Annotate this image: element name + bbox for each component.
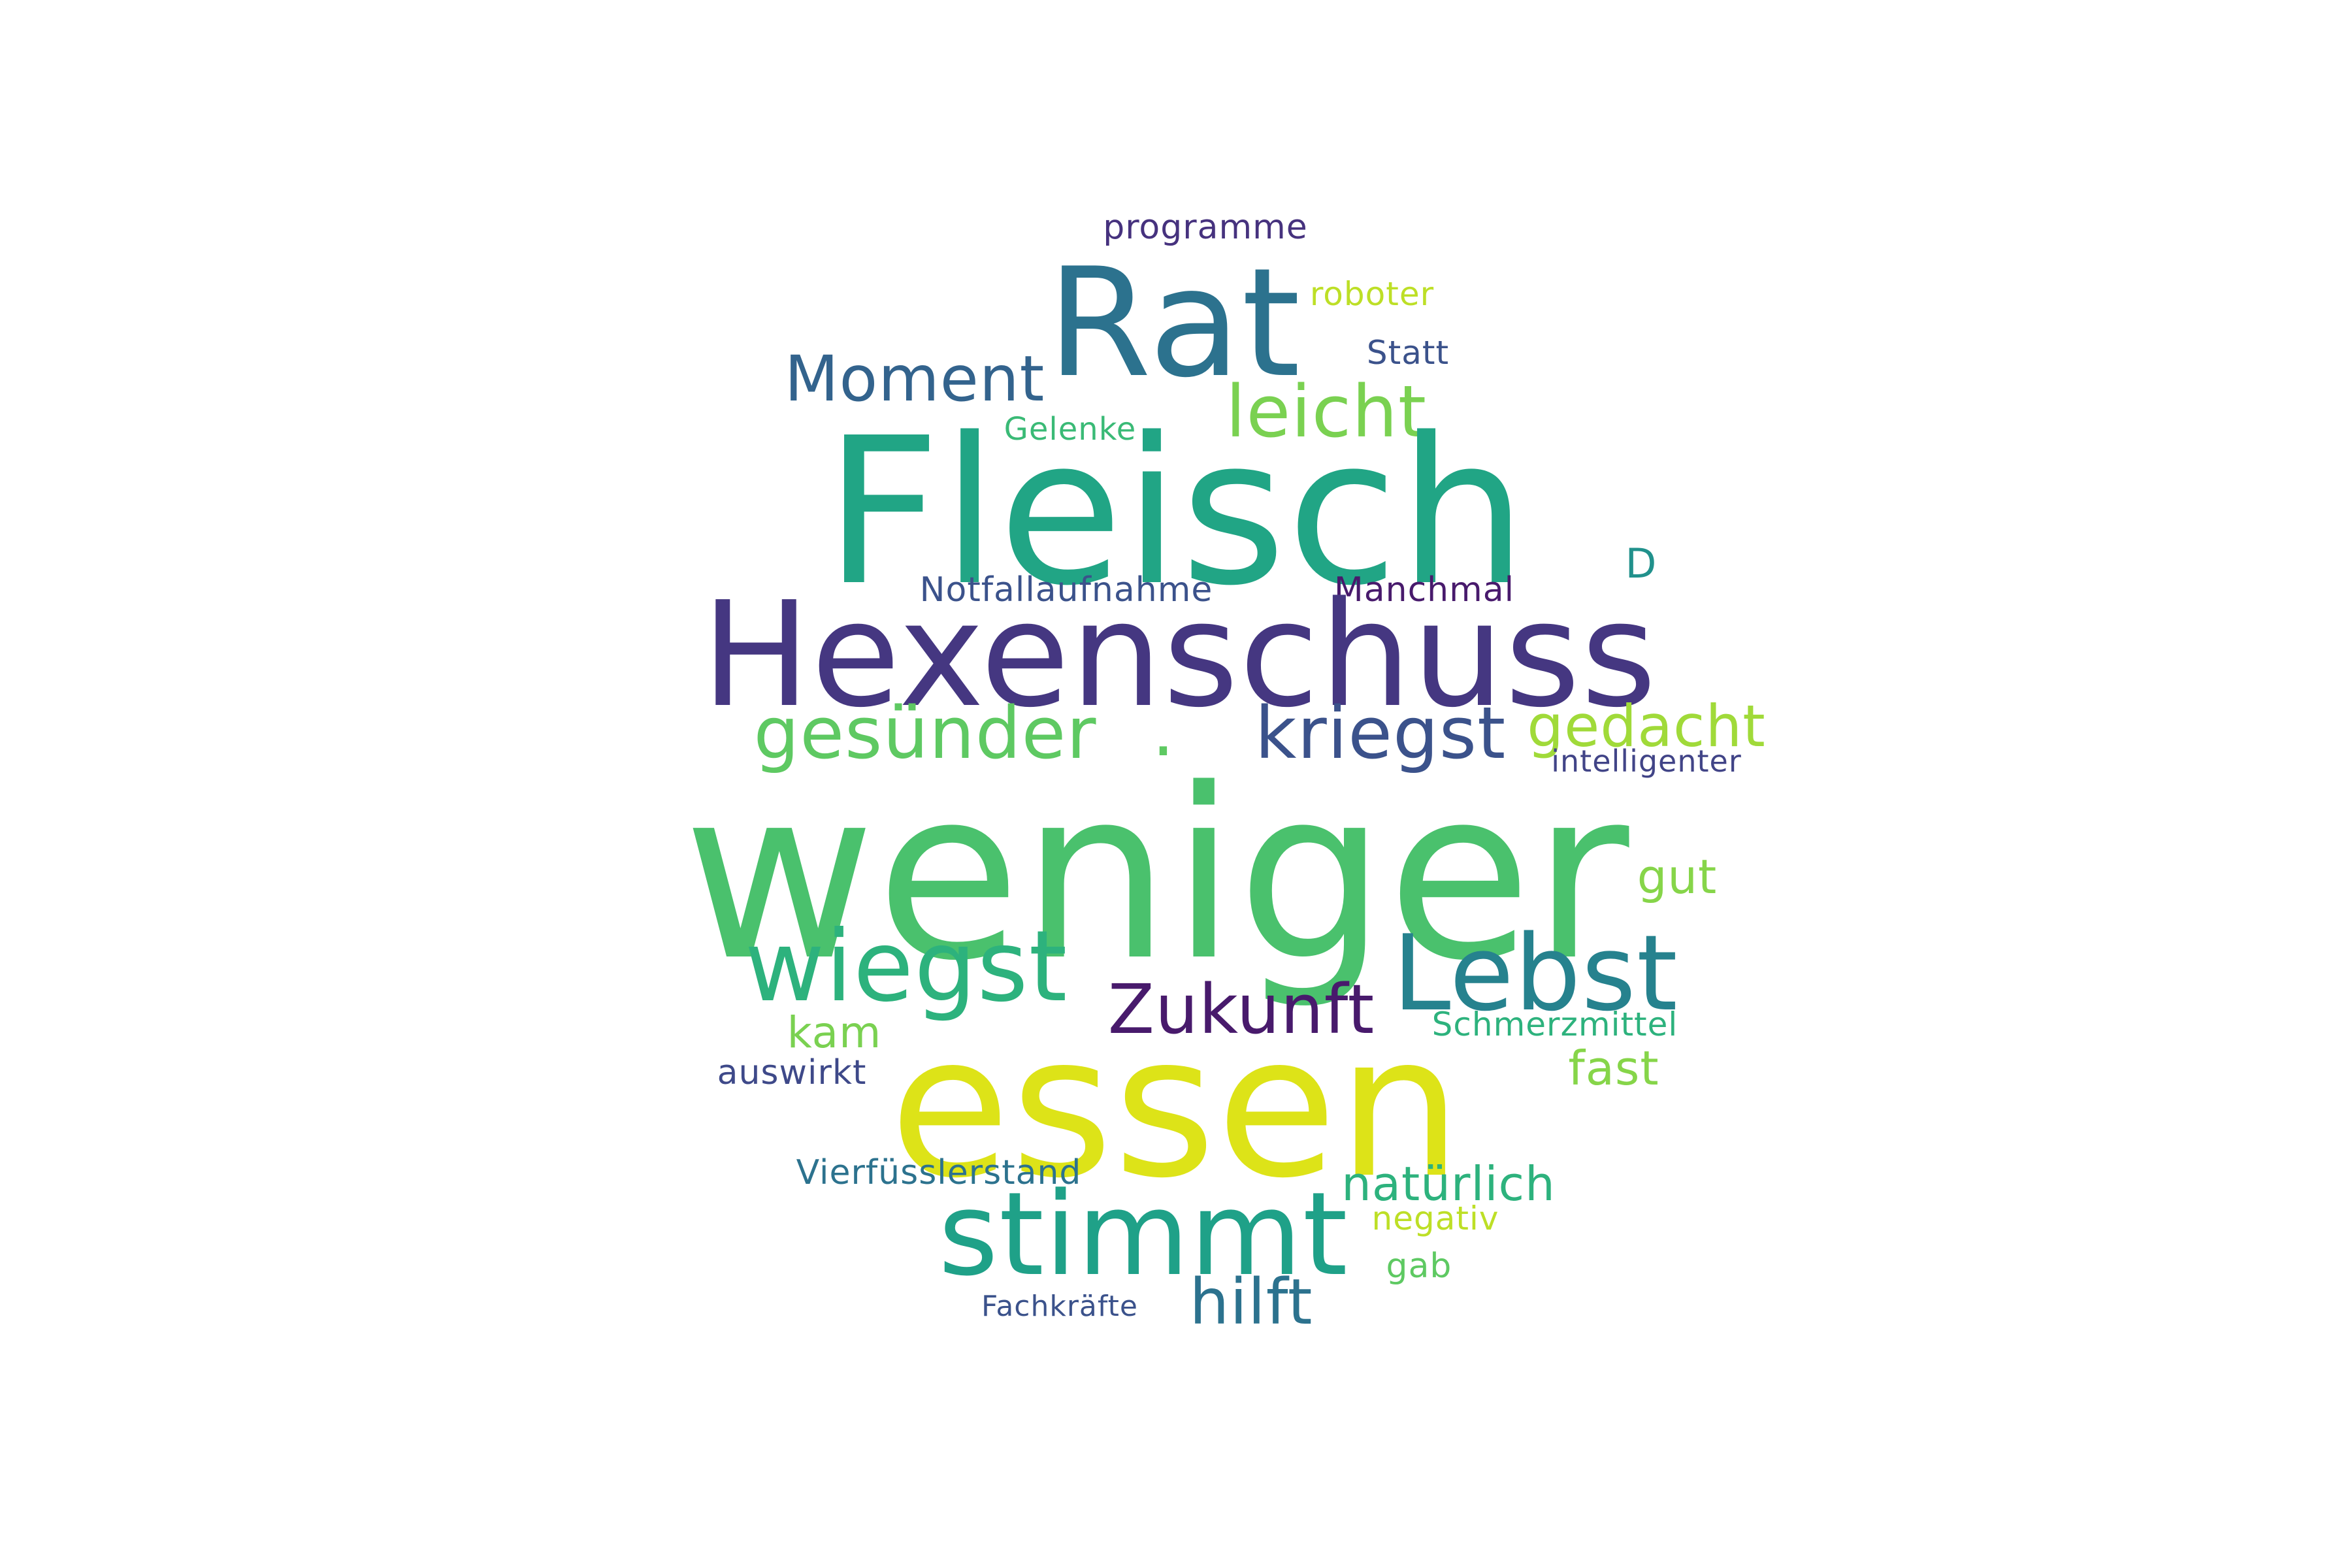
word-roboter: roboter xyxy=(1309,275,1435,313)
word-zukunft: Zukunft xyxy=(1107,970,1375,1049)
word-hilft: hilft xyxy=(1189,1266,1313,1339)
word-fachkraefte: Fachkräfte xyxy=(981,1290,1138,1323)
word-vierfuesslerstand: Vierfüsslerstand xyxy=(796,1153,1082,1192)
word-kriegst: kriegst xyxy=(1254,691,1507,775)
word-statt: Statt xyxy=(1366,334,1450,372)
word-notfallaufnahme: Notfallaufnahme xyxy=(919,570,1213,610)
word-programme: programme xyxy=(1103,208,1308,247)
word-period: . xyxy=(1152,689,1175,772)
word-fast: fast xyxy=(1568,1041,1659,1096)
word-leicht: leicht xyxy=(1225,370,1428,453)
word-moment: Moment xyxy=(784,342,1045,416)
word-gesuender: gesünder xyxy=(753,691,1097,775)
word-lebst: Lebst xyxy=(1392,912,1678,1034)
word-gedacht: gedacht xyxy=(1527,693,1766,760)
word-hexenschuss: Hexenschuss xyxy=(701,571,1658,740)
word-weniger: weniger xyxy=(683,738,1630,1012)
word-negativ: negativ xyxy=(1371,1200,1499,1237)
word-rat: Rat xyxy=(1047,237,1301,411)
word-natuerlich: natürlich xyxy=(1341,1156,1556,1211)
word-gelenke: Gelenke xyxy=(1004,411,1137,448)
word-stimmt: stimmt xyxy=(938,1168,1348,1301)
word-schmerzmittel: Schmerzmittel xyxy=(1431,1005,1678,1043)
word-gab: gab xyxy=(1386,1247,1452,1286)
word-auswirkt: auswirkt xyxy=(717,1053,867,1092)
word-d: D xyxy=(1625,540,1658,587)
word-kam: kam xyxy=(787,1007,882,1058)
word-fleisch: Fleisch xyxy=(824,395,1528,630)
word-intelligenter: intelligenter xyxy=(1551,743,1742,779)
word-wiegst: wiegst xyxy=(744,910,1068,1024)
word-manchmal: Manchmal xyxy=(1333,570,1515,610)
word-essen: essen xyxy=(889,993,1463,1221)
word-gut: gut xyxy=(1637,849,1718,904)
